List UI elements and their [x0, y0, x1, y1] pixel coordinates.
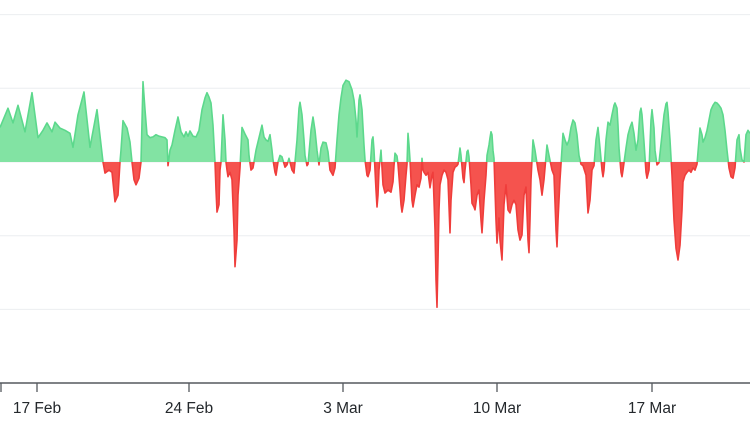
x-axis-label: 10 Mar	[473, 400, 521, 417]
positive-area-line	[0, 79, 750, 162]
negative-area-group	[0, 162, 750, 308]
negative-area-fill	[0, 162, 750, 308]
x-axis-label: 17 Feb	[13, 400, 61, 417]
x-axis-label: 17 Mar	[628, 400, 676, 417]
positive-area-group	[0, 79, 750, 162]
x-axis-label: 3 Mar	[323, 400, 363, 417]
x-axis-label: 24 Feb	[165, 400, 213, 417]
positive-area-fill	[0, 80, 750, 162]
negative-area-line	[102, 162, 745, 308]
